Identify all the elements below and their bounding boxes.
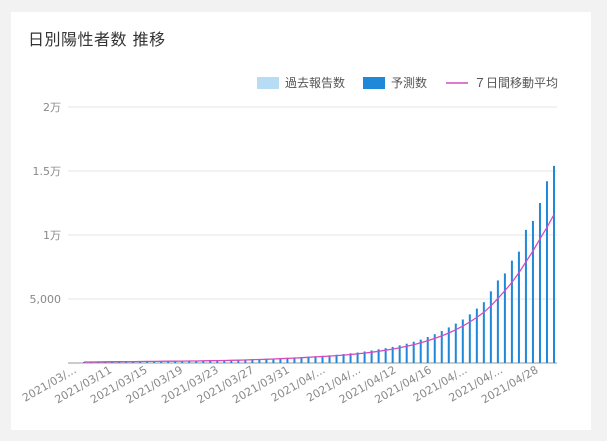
bar: [475, 308, 478, 363]
bar: [426, 337, 429, 363]
bar: [553, 165, 555, 363]
legend-label-past: 過去報告数: [285, 75, 345, 90]
y-tick-label: 5,000: [30, 293, 62, 306]
bar: [174, 361, 177, 363]
bar: [370, 350, 373, 363]
legend-swatch-forecast: [363, 77, 385, 89]
bar: [356, 352, 359, 363]
bar: [412, 341, 415, 363]
bar: [125, 361, 128, 363]
bar: [188, 360, 191, 363]
bar: [314, 356, 317, 363]
bar: [482, 302, 485, 363]
y-tick-label: 1万: [43, 229, 61, 242]
bar: [146, 361, 149, 363]
bar: [153, 361, 156, 363]
legend-swatch-past: [257, 77, 279, 89]
bar: [167, 361, 170, 363]
bar: [461, 319, 464, 363]
bar: [468, 314, 471, 363]
bar: [391, 346, 394, 363]
bar: [517, 251, 520, 363]
bar: [510, 260, 513, 363]
bar: [230, 360, 233, 363]
bar: [454, 323, 457, 363]
bar: [293, 357, 296, 363]
legend-label-moving-average: ７日間移動平均: [474, 76, 558, 90]
moving-average-line: [84, 214, 555, 363]
bar: [538, 203, 541, 363]
bar: [216, 360, 219, 363]
bar: [489, 291, 492, 363]
bar: [265, 358, 268, 363]
bar: [244, 359, 247, 363]
bar: [195, 360, 198, 363]
bar: [251, 359, 254, 363]
bar: [433, 334, 436, 363]
bar: [496, 280, 499, 363]
legend-label-forecast: 予測数: [391, 75, 427, 90]
bar: [286, 357, 289, 363]
bar: [440, 331, 443, 363]
chart-title: 日別陽性者数 推移: [28, 30, 166, 49]
bar: [405, 343, 408, 363]
bar: [181, 361, 184, 363]
bar: [279, 358, 282, 363]
bar: [160, 361, 163, 363]
bar: [300, 356, 303, 363]
bar: [307, 356, 310, 363]
bar: [209, 360, 212, 363]
bar: [258, 359, 261, 363]
bar: [139, 361, 142, 363]
bar: [335, 354, 338, 363]
bar: [398, 345, 401, 363]
bar: [237, 359, 240, 363]
bar: [328, 355, 331, 363]
bar: [349, 353, 352, 363]
bar: [202, 360, 205, 363]
bar: [377, 349, 380, 363]
bar: [363, 351, 366, 363]
bar: [447, 327, 450, 363]
bar: [223, 360, 226, 363]
bar: [503, 273, 506, 363]
bar: [419, 339, 422, 363]
bar: [321, 355, 324, 363]
bar: [384, 348, 387, 363]
bar: [531, 220, 534, 363]
bar: [545, 181, 548, 363]
bar: [524, 229, 527, 363]
y-tick-label: 2万: [43, 101, 61, 114]
bar: [342, 354, 345, 363]
bar: [272, 358, 275, 363]
y-tick-label: 1.5万: [33, 165, 62, 178]
